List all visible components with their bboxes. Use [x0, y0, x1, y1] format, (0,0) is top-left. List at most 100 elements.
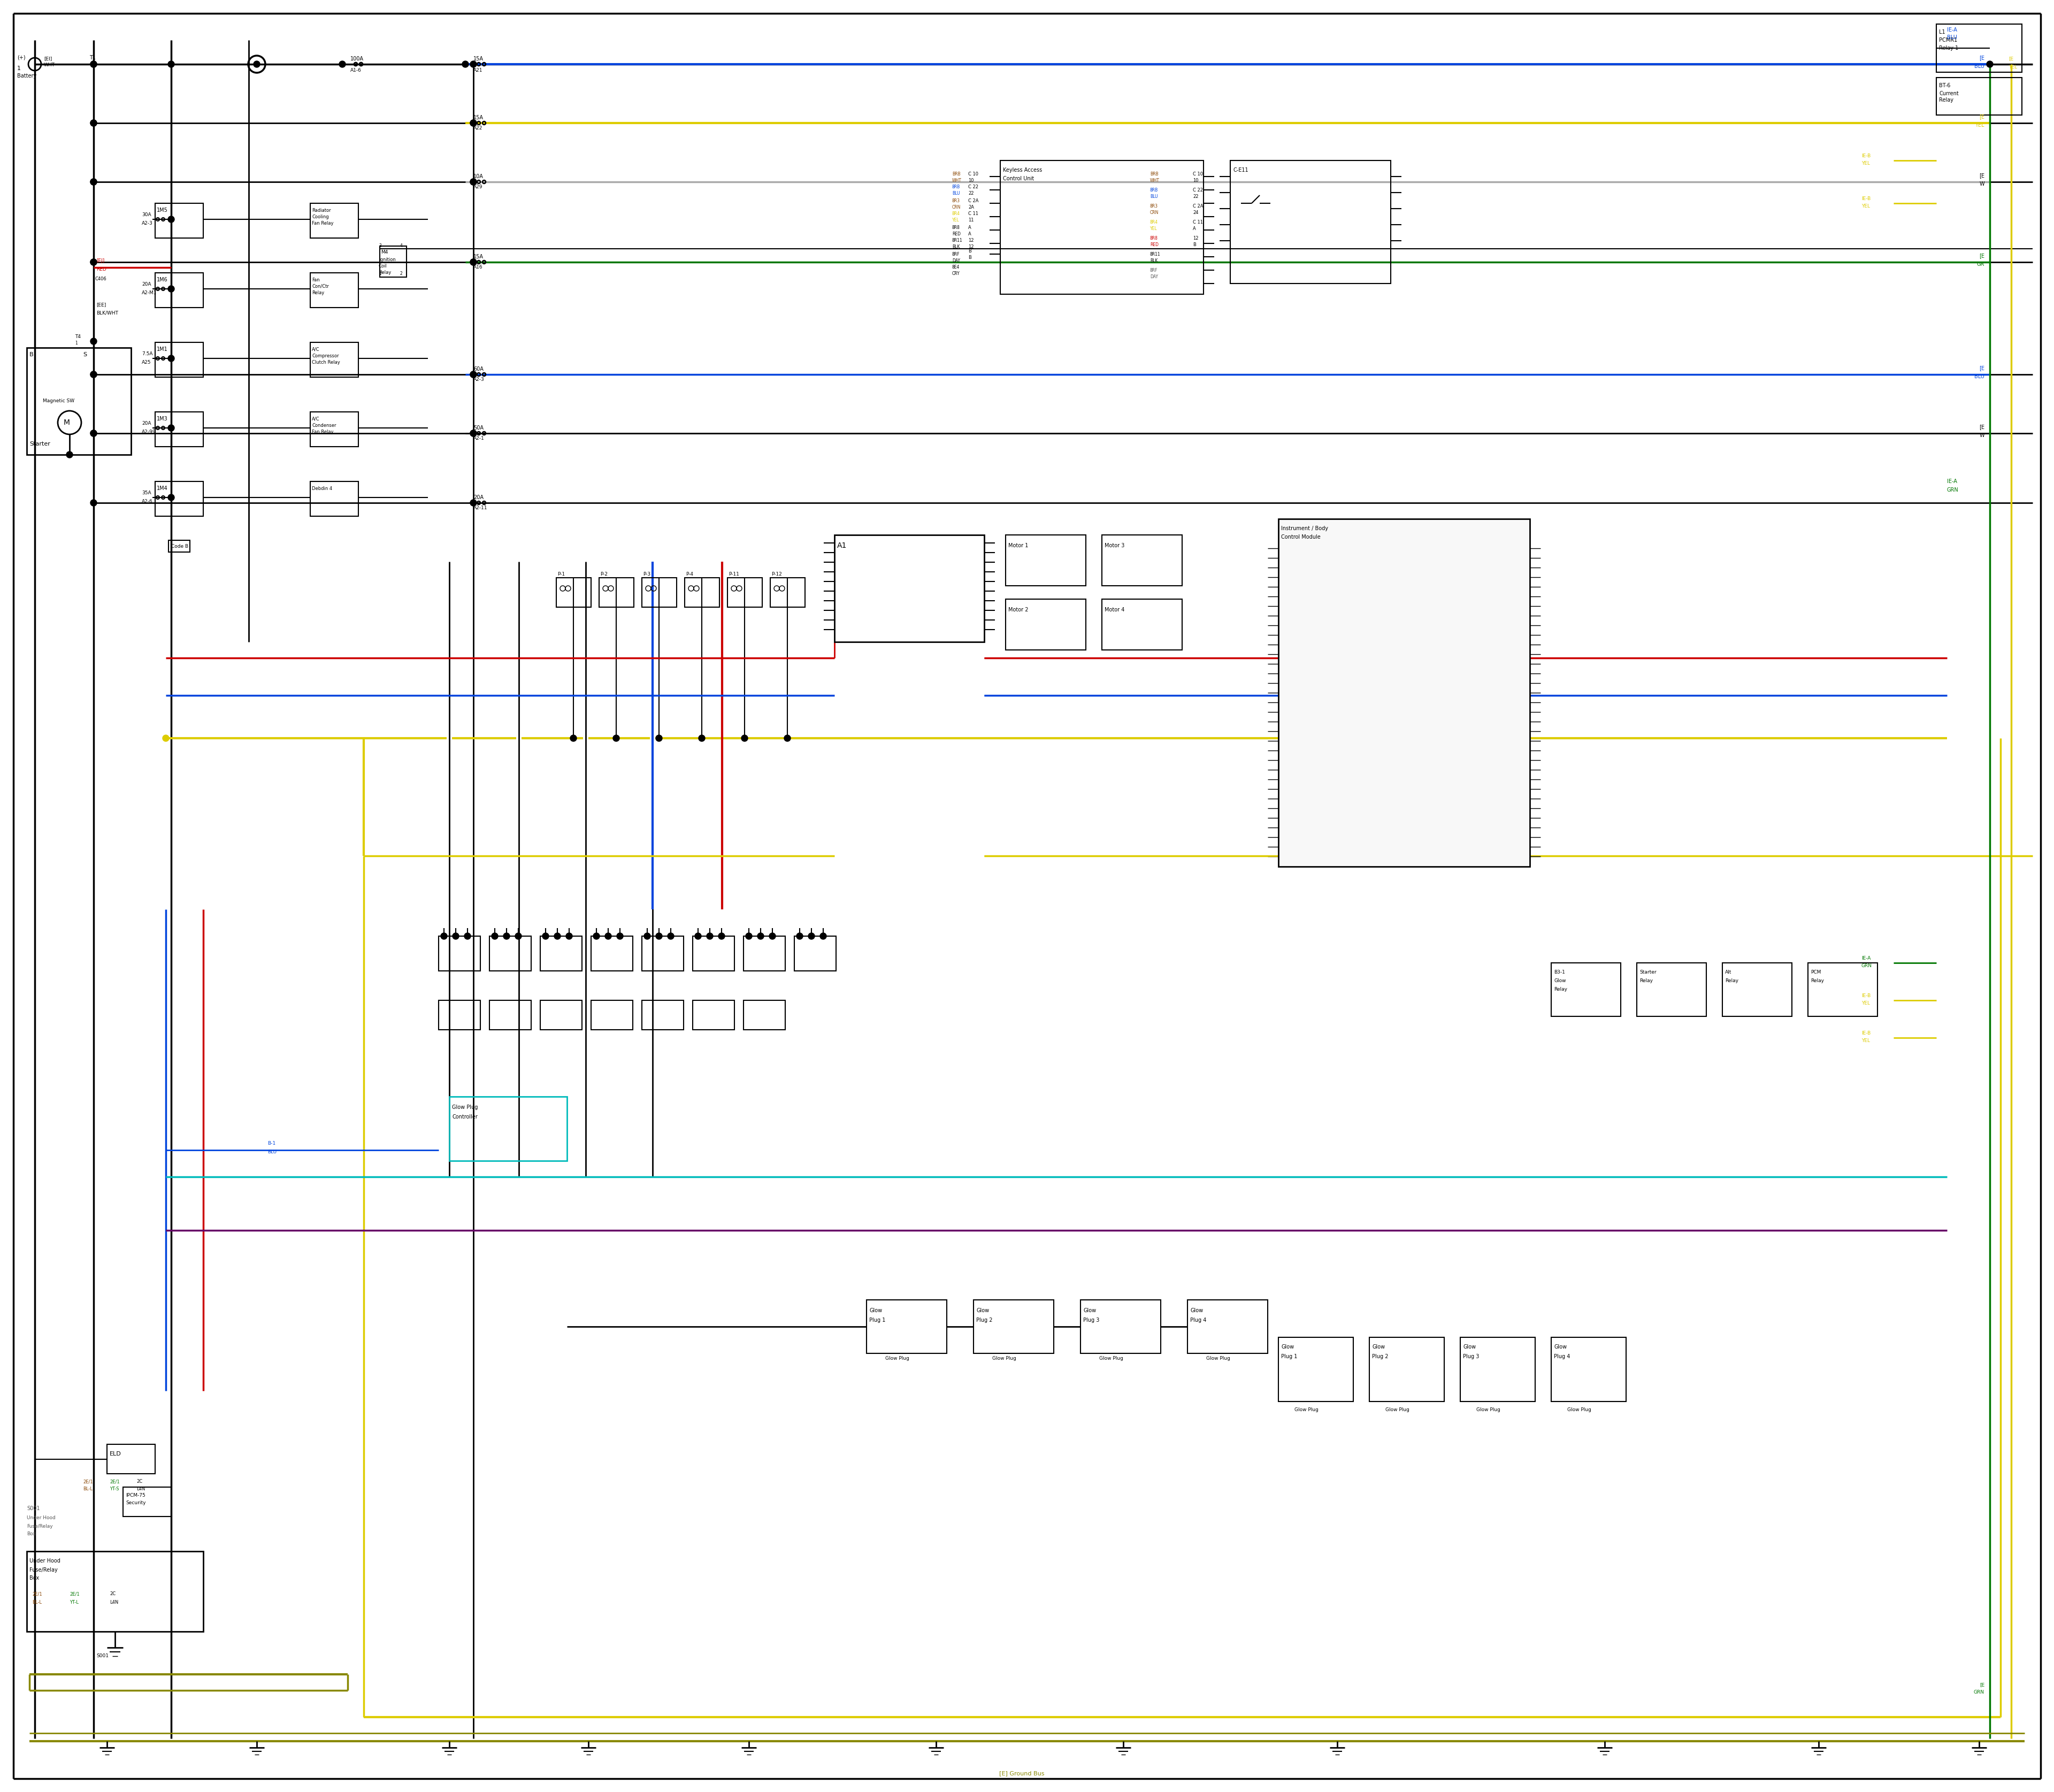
Text: [EJ]: [EJ] [97, 258, 105, 263]
Circle shape [90, 430, 97, 437]
Text: 10A: 10A [472, 174, 483, 179]
Text: A29: A29 [472, 185, 483, 190]
Text: 50A: 50A [472, 425, 483, 430]
Text: YEL: YEL [1861, 204, 1869, 208]
Text: CRY: CRY [953, 271, 959, 276]
Bar [540, 1000, 581, 1030]
Bar [1080, 1299, 1161, 1353]
Text: 2C: 2C [136, 1480, 142, 1484]
Text: Box: Box [27, 1532, 35, 1536]
Text: Plug 1: Plug 1 [1282, 1355, 1298, 1360]
Text: W: W [1980, 432, 1984, 437]
Circle shape [470, 61, 477, 68]
Text: GR: GR [1976, 262, 1984, 267]
Circle shape [694, 934, 700, 939]
Bar [310, 202, 357, 238]
Text: Glow Plug: Glow Plug [885, 1357, 910, 1362]
Text: C406: C406 [94, 276, 107, 281]
Text: YEL: YEL [2009, 65, 2017, 70]
Circle shape [470, 179, 477, 185]
Circle shape [168, 355, 175, 362]
Text: Glow Plug: Glow Plug [1294, 1407, 1319, 1412]
Text: P-4: P-4 [686, 572, 694, 577]
Circle shape [90, 339, 97, 344]
Bar [684, 577, 719, 607]
Text: IE-A: IE-A [1861, 955, 1871, 961]
Text: BLU: BLU [1947, 34, 1957, 39]
Bar [867, 1299, 947, 1353]
Text: A: A [1193, 226, 1195, 231]
Text: DAY: DAY [1150, 274, 1158, 280]
Text: [EE]: [EE] [97, 303, 107, 306]
Text: IPCM-75: IPCM-75 [125, 1493, 146, 1498]
Bar [1460, 1337, 1534, 1401]
Text: 35A: 35A [142, 491, 152, 495]
Text: T4: T4 [74, 335, 80, 339]
Circle shape [616, 934, 622, 939]
Text: 8RF: 8RF [1150, 267, 1158, 272]
Text: [E: [E [1980, 115, 1984, 120]
Text: PCM: PCM [1812, 969, 1822, 975]
Bar [489, 935, 532, 971]
Text: [E: [E [1980, 1683, 1984, 1688]
Text: Cooling: Cooling [312, 215, 329, 219]
Circle shape [442, 934, 448, 939]
Bar [1187, 1299, 1267, 1353]
Text: BL-L: BL-L [33, 1600, 41, 1604]
Text: Plug 2: Plug 2 [1372, 1355, 1389, 1360]
Text: BRB: BRB [953, 172, 961, 176]
Text: Glow Plug: Glow Plug [1477, 1407, 1499, 1412]
Text: 8R3: 8R3 [953, 199, 959, 202]
Text: Current: Current [1939, 91, 1960, 97]
Bar [1808, 962, 1877, 1016]
Circle shape [168, 285, 175, 292]
Text: C 11: C 11 [1193, 220, 1204, 224]
Text: IE-B: IE-B [1861, 195, 1871, 201]
Text: 2: 2 [401, 271, 403, 276]
Text: IE-B: IE-B [1861, 1030, 1871, 1036]
Text: B-1: B-1 [267, 1142, 275, 1147]
Text: Motor 1: Motor 1 [1009, 543, 1029, 548]
Text: A16: A16 [472, 265, 483, 271]
Text: Glow Plug: Glow Plug [1099, 1357, 1124, 1362]
Circle shape [464, 934, 470, 939]
Text: S001: S001 [27, 1505, 39, 1511]
Circle shape [746, 934, 752, 939]
Bar [156, 412, 203, 446]
Text: GRN: GRN [1947, 487, 1960, 493]
Text: A/C: A/C [312, 416, 320, 421]
Text: Control Unit: Control Unit [1002, 176, 1033, 181]
Text: 15A: 15A [472, 254, 483, 260]
Text: WHT: WHT [43, 63, 55, 68]
Text: 4: 4 [401, 244, 403, 249]
Bar [795, 935, 836, 971]
Bar [1230, 161, 1391, 283]
Circle shape [90, 120, 97, 125]
Text: Glow Plug: Glow Plug [1567, 1407, 1592, 1412]
Text: Fan Relay: Fan Relay [312, 220, 333, 226]
Circle shape [339, 61, 345, 68]
Circle shape [90, 61, 97, 68]
Circle shape [768, 934, 776, 939]
Text: P-2: P-2 [600, 572, 608, 577]
Bar [834, 536, 984, 642]
Bar [744, 935, 785, 971]
Text: Glow: Glow [1555, 1344, 1567, 1349]
Text: 12: 12 [967, 246, 974, 249]
Text: Ignition: Ignition [378, 258, 396, 262]
Text: RED: RED [953, 231, 961, 237]
Text: A: A [967, 226, 972, 229]
Text: A2-99: A2-99 [142, 430, 156, 434]
Circle shape [168, 61, 175, 68]
Bar [156, 272, 203, 308]
Text: RED: RED [97, 267, 107, 271]
Text: 3: 3 [378, 244, 382, 249]
Text: Glow Plug: Glow Plug [1384, 1407, 1409, 1412]
Text: 24: 24 [1193, 210, 1197, 215]
Text: Controller: Controller [452, 1115, 479, 1120]
Text: 8R11: 8R11 [953, 238, 963, 244]
Bar [641, 577, 676, 607]
Bar [1370, 1337, 1444, 1401]
Circle shape [567, 934, 573, 939]
Circle shape [668, 934, 674, 939]
